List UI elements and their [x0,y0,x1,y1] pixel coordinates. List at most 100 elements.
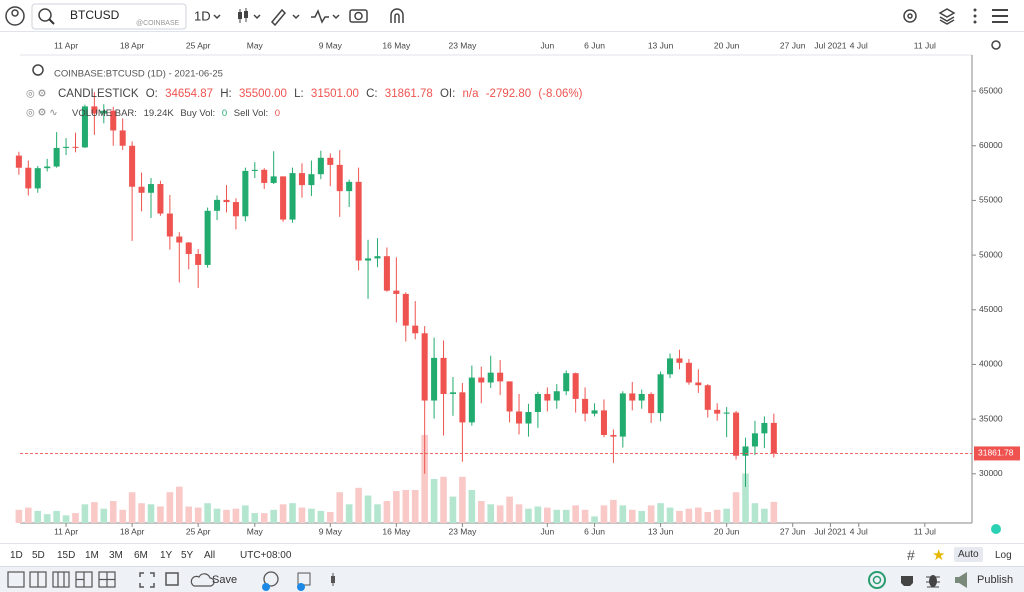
candle-body [723,412,730,414]
layout-buttons[interactable] [7,571,116,588]
range-button[interactable]: 1M [85,550,99,561]
candle-body [355,181,362,261]
range-button[interactable]: 1D [10,550,23,561]
discord-button[interactable] [901,576,913,586]
candle-body [695,382,702,386]
volume-bar [751,503,759,523]
volume-bar [232,508,240,523]
volume-bar [242,505,249,523]
cloud-icon[interactable] [190,573,215,587]
volume-bar [25,507,32,523]
volume-bar [402,490,410,523]
o-value: 34654.87 [165,88,213,100]
range-button[interactable]: 6M [134,550,148,561]
indicator-button[interactable] [331,573,335,586]
range-button[interactable]: 15D [57,550,76,561]
user-icon[interactable] [5,6,25,26]
candle-body [129,145,136,187]
publish-icon[interactable] [955,572,967,588]
snapshot-box[interactable] [165,572,179,586]
symbol-search[interactable] [31,3,187,30]
chart-bg [0,32,1024,543]
candle-body [770,422,777,454]
zoom-icon[interactable] [32,64,44,76]
candle-body [25,167,32,189]
range-button[interactable]: All [204,550,216,561]
y-tick-label: 55000 [979,195,1003,205]
volume-bar [100,508,108,523]
y-tick-label: 40000 [979,359,1003,369]
draw-button[interactable] [270,8,300,27]
candle-body [468,377,475,423]
range-button[interactable]: 1Y [160,550,173,561]
range-button[interactable]: 5D [32,550,45,561]
y-tick-label: 30000 [979,468,1003,478]
candle-body [610,434,617,437]
fullscreen-button[interactable] [139,572,155,588]
candle-body [157,184,164,214]
menu-button[interactable] [992,9,1008,23]
volume-bar [62,515,70,523]
favorite[interactable]: ★ [932,547,946,564]
interval[interactable]: 1D [194,8,211,23]
volume-bar [194,507,202,523]
candle-body [600,410,607,435]
volume-bar [666,507,674,523]
publish-label[interactable]: Publish [977,574,1013,586]
candle-body [204,210,211,265]
l-label: L: [294,88,304,100]
volume-bar [562,509,570,523]
volume-bars [15,435,778,523]
volume-bar [251,513,259,523]
candle-body [506,381,513,412]
grid-toggle[interactable]: # [907,547,915,563]
range-button[interactable]: 3M [109,550,123,561]
axis-settings-icon[interactable] [991,40,1001,50]
indicators-button[interactable] [311,9,340,24]
candle-body [280,176,287,220]
volume-bar [43,514,51,523]
volume-bar [393,491,400,523]
volume-bar [468,490,476,523]
legend-icons[interactable]: ◎ ⚙ ∿ [26,108,58,119]
snapshot-button[interactable] [349,9,368,23]
settings-button[interactable] [903,9,917,23]
legend-icons[interactable]: ◎ ⚙ [26,89,47,100]
support-button[interactable] [868,571,886,589]
layers-button[interactable] [938,8,956,25]
volume-bar [119,509,126,523]
bug-button[interactable] [926,575,940,588]
x-tick-label: 16 May [382,526,411,536]
candle-body [119,130,126,146]
auto-scale[interactable]: Auto [954,547,983,562]
candle-body [751,433,758,447]
history-button[interactable] [262,571,279,591]
volume-bar [289,503,296,523]
y-tick-label: 50000 [979,249,1003,259]
alert-button[interactable] [390,8,404,23]
y-tick-label: 35000 [979,413,1003,423]
volume-bar [742,473,749,523]
x-tick-label: Jun [540,526,554,536]
chart-type-button[interactable] [238,8,261,23]
volume-bar [695,507,702,523]
x-tick-label-top: 27 Jun [780,40,806,50]
volume-bar [109,501,117,523]
timezone[interactable]: UTC+08:00 [240,550,292,561]
volume-bar [270,509,277,523]
log-scale[interactable]: Log [995,550,1012,561]
candle-body [516,411,523,424]
layout-add-button[interactable] [297,572,311,591]
volume-bar [515,504,523,523]
more-button[interactable] [973,8,977,24]
x-tick-label-top: 16 May [382,40,411,50]
volume-bar [581,509,589,523]
range-button[interactable]: 5Y [181,550,194,561]
candle-body [81,106,88,148]
top-bar-icons: BTCUSD @COINBASE 1D [5,3,1008,30]
save-label[interactable]: Save [212,574,237,586]
legend: COINBASE:BTCUSD (1D) - 2021-06-25 ◎ ⚙ CA… [26,64,583,119]
x-tick-label-top: 25 Apr [186,40,211,50]
candle-body [138,186,145,193]
candle-body [100,110,107,114]
